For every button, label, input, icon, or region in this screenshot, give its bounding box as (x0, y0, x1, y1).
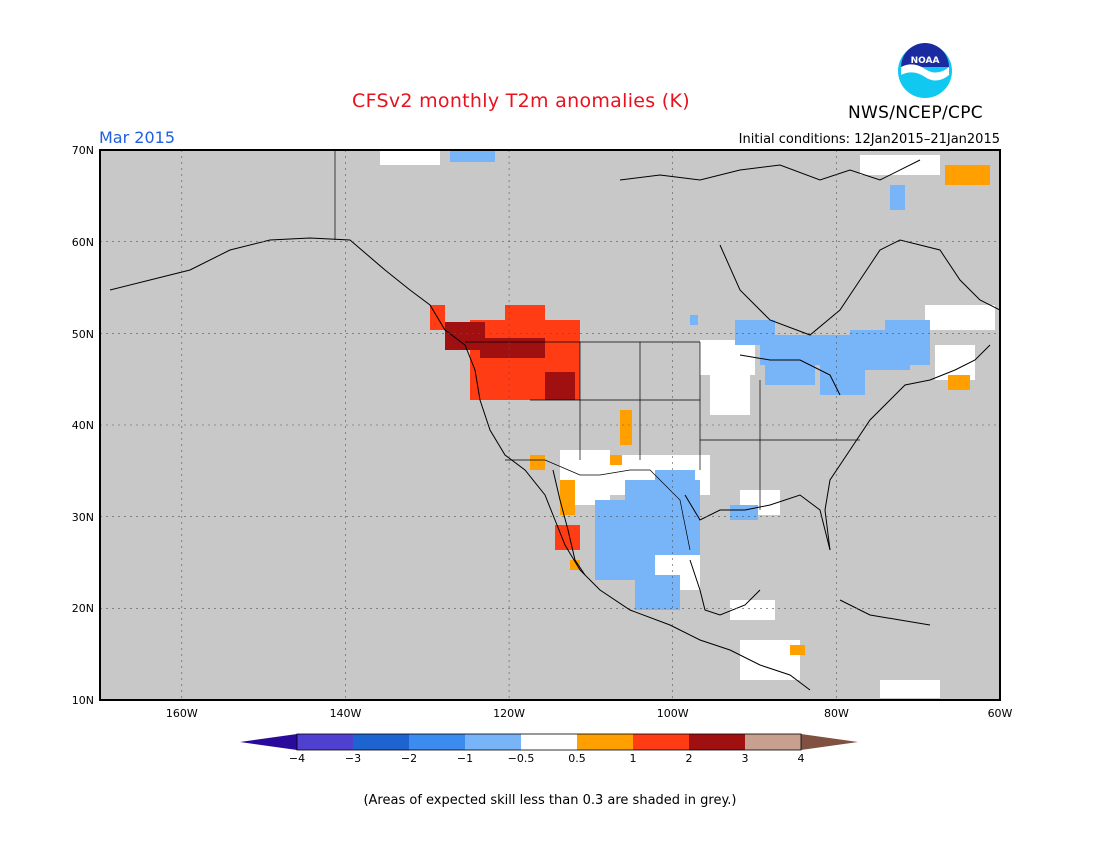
colorbar-segment (465, 734, 521, 750)
noaa-logo: NOAA (896, 42, 954, 100)
lat-label: 20N (72, 602, 94, 615)
lon-label: 80W (824, 707, 849, 720)
colorbar-label: −0.5 (508, 752, 535, 765)
colorbar-segment (521, 734, 577, 750)
lon-label: 100W (657, 707, 689, 720)
colorbar-label: −2 (401, 752, 417, 765)
colorbar-label: 3 (742, 752, 749, 765)
lon-label: 120W (493, 707, 525, 720)
initial-conditions: Initial conditions: 12Jan2015–21Jan2015 (738, 132, 1000, 147)
organization-label: NWS/NCEP/CPC (848, 103, 983, 123)
latitude-labels: 70N 60N 50N 40N 30N 20N 10N (72, 144, 94, 707)
lon-label: 160W (166, 707, 198, 720)
colorbar-segment (409, 734, 465, 750)
colorbar-segment (689, 734, 745, 750)
colorbar-segment (353, 734, 409, 750)
skill-footnote: (Areas of expected skill less than 0.3 a… (363, 793, 737, 808)
lat-label: 70N (72, 144, 94, 157)
map-frame (99, 149, 1001, 701)
colorbar-segment (577, 734, 633, 750)
colorbar-segment (633, 734, 689, 750)
lat-label: 40N (72, 419, 94, 432)
lon-label: 60W (988, 707, 1013, 720)
colorbar-label: −4 (289, 752, 305, 765)
coastlines (109, 159, 1000, 691)
lat-label: 10N (72, 694, 94, 707)
colorbar-label: 4 (798, 752, 805, 765)
colorbar-max-arrow (801, 734, 858, 750)
longitude-labels: 160W 140W 120W 100W 80W 60W (166, 707, 1013, 720)
colorbar-segment (297, 734, 353, 750)
lat-label: 60N (72, 236, 94, 249)
map-title: CFSv2 monthly T2m anomalies (K) (352, 90, 690, 112)
colorbar-label: 1 (630, 752, 637, 765)
colorbar: −4 −3 −2 −1 −0.5 0.5 1 2 3 4 (240, 733, 858, 765)
political-boundaries (334, 150, 860, 551)
cool-anomaly-regions (450, 150, 930, 610)
colorbar-label: 2 (686, 752, 693, 765)
forecast-month: Mar 2015 (99, 128, 175, 147)
colorbar-label: 0.5 (568, 752, 586, 765)
lon-label: 140W (330, 707, 362, 720)
colorbar-label: −3 (345, 752, 361, 765)
graticule (100, 150, 1000, 700)
colorbar-outline (296, 733, 802, 751)
colorbar-label: −1 (457, 752, 473, 765)
lat-label: 30N (72, 511, 94, 524)
colorbar-min-arrow (240, 734, 297, 750)
colorbar-segment (745, 734, 801, 750)
logo-text: NOAA (911, 56, 940, 66)
lat-label: 50N (72, 328, 94, 341)
